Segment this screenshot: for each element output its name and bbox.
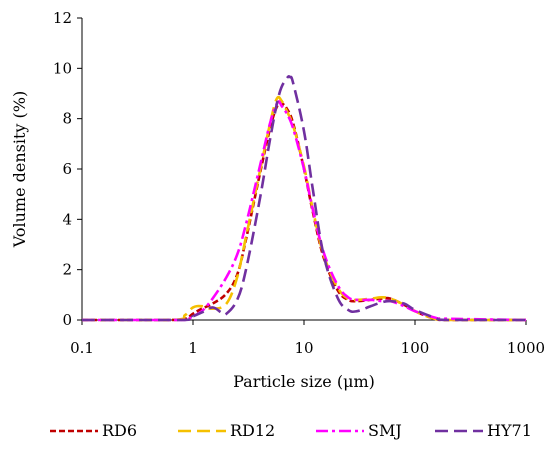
y-tick-label: 12 <box>53 9 72 27</box>
x-tick-label: 100 <box>401 339 430 357</box>
y-tick-label: 8 <box>62 110 72 128</box>
x-tick-labels: 0.1 1 10 100 1000 <box>70 339 545 357</box>
x-tick-label: 1000 <box>507 339 545 357</box>
y-tick-labels: 0 2 4 6 8 10 12 <box>53 9 72 329</box>
legend-label-smj: SMJ <box>368 421 402 440</box>
series-line-hy71 <box>81 75 526 322</box>
tick-marks <box>77 17 527 325</box>
x-tick-label: 0.1 <box>70 339 94 357</box>
x-axis-title: Particle size (μm) <box>233 372 375 391</box>
legend-label-rd12: RD12 <box>230 421 275 440</box>
y-tick-label: 10 <box>53 59 72 77</box>
y-tick-label: 2 <box>62 261 72 279</box>
x-tick-label: 1 <box>188 339 198 357</box>
y-tick-label: 0 <box>62 311 72 329</box>
y-axis-title: Volume density (%) <box>10 91 29 248</box>
x-tick-label: 10 <box>294 339 313 357</box>
series-lines <box>81 75 527 322</box>
legend-label-rd6: RD6 <box>102 421 137 440</box>
legend: RD6 RD12 SMJ HY71 <box>50 421 532 440</box>
y-tick-label: 4 <box>62 210 72 228</box>
y-tick-label: 6 <box>62 160 72 178</box>
legend-label-hy71: HY71 <box>487 421 532 440</box>
